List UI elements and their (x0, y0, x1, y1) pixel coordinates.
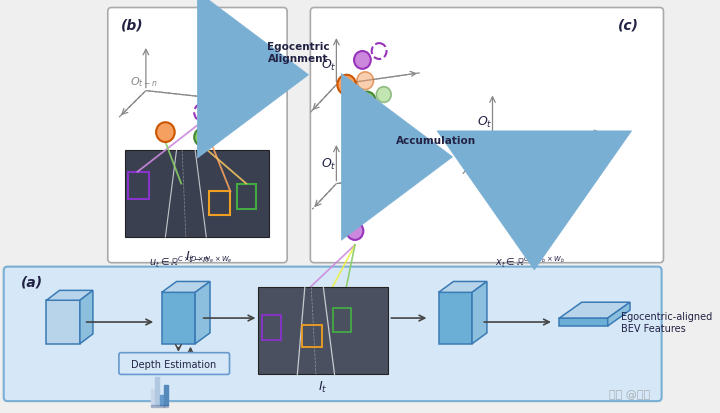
Bar (164, 405, 168, 407)
Text: Depth Estimation: Depth Estimation (131, 358, 217, 369)
Text: $I_t$: $I_t$ (318, 380, 327, 394)
Circle shape (509, 167, 528, 187)
Text: (b): (b) (121, 18, 143, 32)
Text: $O_t$: $O_t$ (477, 115, 492, 130)
Text: 知乎 @黄治: 知乎 @黄治 (609, 389, 650, 399)
Bar (125, 151, 269, 237)
Bar (209, 192, 230, 216)
Polygon shape (438, 293, 472, 344)
Circle shape (354, 52, 371, 70)
Bar (160, 405, 163, 407)
Bar (333, 309, 351, 332)
Circle shape (500, 194, 518, 214)
FancyBboxPatch shape (108, 9, 287, 263)
Circle shape (337, 76, 356, 95)
Circle shape (346, 223, 364, 240)
Polygon shape (559, 318, 608, 326)
Text: $I_{t-n}$: $I_{t-n}$ (184, 249, 210, 264)
Circle shape (523, 156, 540, 173)
Text: $u_t \in \mathbb{R}^{C\times D\times H_e \times W_e}$: $u_t \in \mathbb{R}^{C\times D\times H_e… (148, 254, 233, 269)
Bar (258, 288, 388, 375)
Bar (150, 405, 154, 407)
Circle shape (156, 123, 175, 142)
Text: $O_t$: $O_t$ (320, 58, 336, 73)
Text: (c): (c) (618, 18, 639, 32)
Bar (164, 385, 168, 405)
Polygon shape (472, 282, 487, 344)
Bar (150, 389, 154, 405)
Polygon shape (80, 291, 93, 344)
Circle shape (359, 93, 375, 110)
Polygon shape (608, 302, 630, 326)
Circle shape (508, 218, 525, 236)
Text: Accumulation: Accumulation (396, 135, 476, 146)
Bar (262, 316, 281, 340)
Text: Egocentric-aligned
BEV Features: Egocentric-aligned BEV Features (621, 311, 712, 333)
Text: $O_t$: $O_t$ (320, 157, 336, 171)
FancyBboxPatch shape (4, 267, 662, 401)
Polygon shape (438, 282, 487, 293)
Text: $x_t \in \mathbb{R}^{C\times H_b \times W_b}$: $x_t \in \mathbb{R}^{C\times H_b \times … (495, 254, 564, 269)
Bar (156, 377, 159, 405)
Polygon shape (162, 293, 195, 344)
FancyBboxPatch shape (310, 9, 663, 263)
FancyBboxPatch shape (119, 353, 230, 375)
Bar (237, 184, 256, 210)
Polygon shape (47, 301, 80, 344)
Bar (128, 172, 148, 200)
Text: Egocentric
Alignment: Egocentric Alignment (267, 42, 330, 64)
Circle shape (194, 129, 211, 147)
Circle shape (522, 230, 537, 245)
Bar (302, 325, 323, 347)
Bar (160, 395, 163, 405)
Text: (a): (a) (20, 275, 42, 289)
Bar (156, 405, 159, 407)
Circle shape (377, 88, 391, 103)
Text: $O_{t-n}$: $O_{t-n}$ (130, 76, 158, 89)
Polygon shape (195, 282, 210, 344)
Circle shape (524, 203, 541, 221)
Polygon shape (162, 282, 210, 293)
Circle shape (357, 73, 374, 90)
Polygon shape (47, 291, 93, 301)
Polygon shape (559, 302, 630, 318)
